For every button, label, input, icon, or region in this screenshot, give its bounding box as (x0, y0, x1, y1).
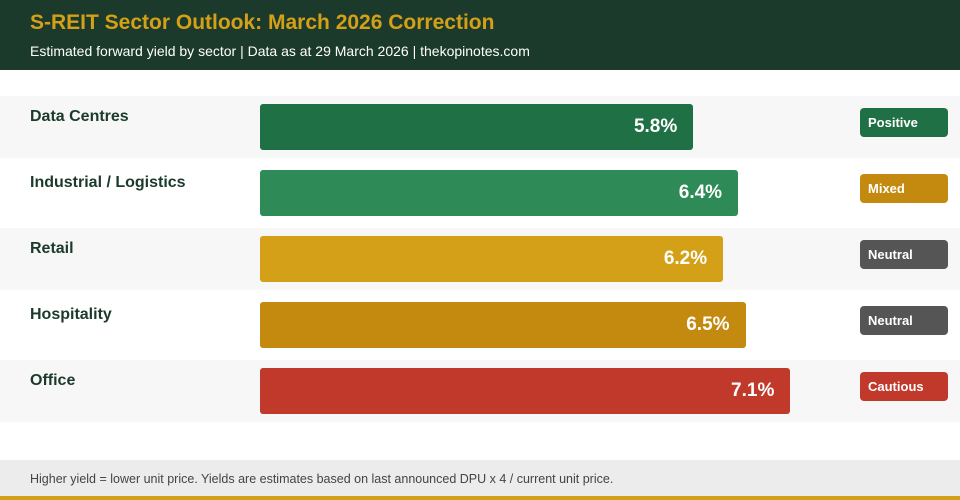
sector-label: Office (30, 372, 76, 389)
outlook-badge: Mixed (860, 174, 948, 203)
page-subtitle: Estimated forward yield by sector | Data… (30, 43, 530, 59)
yield-bar: 6.5% (260, 302, 746, 348)
sector-row: Industrial / Logistics 6.4% Mixed (0, 162, 960, 224)
sector-label: Data Centres (30, 108, 129, 125)
footer: Higher yield = lower unit price. Yields … (0, 460, 960, 496)
sector-row: Office 7.1% Cautious (0, 360, 960, 422)
yield-bar: 6.2% (260, 236, 724, 282)
yield-bar: 7.1% (260, 368, 791, 414)
sector-row: Hospitality 6.5% Neutral (0, 294, 960, 356)
chart: Data Centres 5.8% Positive Industrial / … (0, 96, 960, 426)
footer-note: Higher yield = lower unit price. Yields … (30, 472, 614, 486)
bar-value-label: 6.5% (686, 314, 730, 335)
yield-bar: 6.4% (260, 170, 739, 216)
sector-label: Industrial / Logistics (30, 174, 186, 191)
outlook-badge: Positive (860, 108, 948, 137)
outlook-badge: Cautious (860, 372, 948, 401)
sector-row: Retail 6.2% Neutral (0, 228, 960, 290)
header: S-REIT Sector Outlook: March 2026 Correc… (0, 0, 960, 70)
sector-label: Retail (30, 240, 74, 257)
bar-value-label: 5.8% (633, 116, 678, 137)
bar-value-label: 6.2% (663, 248, 708, 269)
bar-value-label: 6.4% (678, 182, 723, 203)
yield-bar: 5.8% (260, 104, 694, 150)
bar-value-label: 7.1% (731, 380, 775, 401)
sector-label: Hospitality (30, 306, 112, 323)
outlook-badge: Neutral (860, 306, 948, 335)
outlook-badge: Neutral (860, 240, 948, 269)
page-title: S-REIT Sector Outlook: March 2026 Correc… (30, 11, 495, 34)
sector-row: Data Centres 5.8% Positive (0, 96, 960, 158)
footer-accent-rule (0, 496, 960, 500)
